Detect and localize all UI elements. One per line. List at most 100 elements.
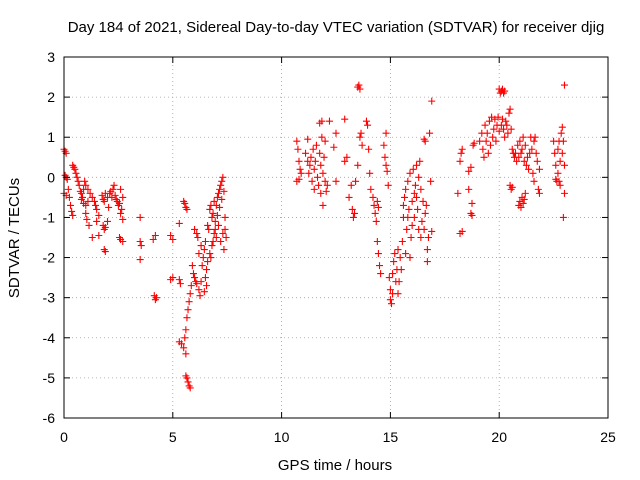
data-point [217, 238, 224, 245]
data-point [217, 182, 224, 189]
data-point [203, 282, 210, 289]
data-point [425, 234, 432, 241]
data-point [200, 254, 207, 261]
data-point [75, 178, 82, 185]
data-point [205, 226, 212, 233]
data-point [389, 270, 396, 277]
data-point [420, 198, 427, 205]
data-point [505, 110, 512, 117]
data-point [187, 290, 194, 297]
data-point [417, 234, 424, 241]
data-point [554, 170, 561, 177]
y-tick-label: 2 [47, 89, 55, 105]
data-point [373, 218, 380, 225]
data-points [61, 82, 568, 392]
data-point [374, 198, 381, 205]
data-point [176, 220, 183, 227]
data-point [117, 210, 124, 217]
data-point [333, 130, 340, 137]
data-point [204, 222, 211, 229]
data-point [356, 134, 363, 141]
data-point [359, 142, 366, 149]
data-point [405, 206, 412, 213]
data-point [86, 222, 93, 229]
data-point [298, 170, 305, 177]
data-point [363, 118, 370, 125]
data-point [348, 182, 355, 189]
data-point [422, 210, 429, 217]
data-point [93, 218, 100, 225]
data-point [83, 216, 90, 223]
data-point [507, 106, 514, 113]
data-point [82, 210, 89, 217]
data-point [294, 146, 301, 153]
data-point [199, 262, 206, 269]
data-point [367, 186, 374, 193]
data-point [326, 118, 333, 125]
data-point [375, 250, 382, 257]
data-point [93, 206, 100, 213]
data-point [189, 262, 196, 269]
data-point [137, 256, 144, 263]
data-point [365, 146, 372, 153]
data-point [302, 150, 309, 157]
data-point [72, 170, 79, 177]
data-point [428, 228, 435, 235]
data-point [520, 134, 527, 141]
data-point [358, 130, 365, 137]
data-point [220, 246, 227, 253]
data-point [387, 296, 394, 303]
data-point [104, 218, 111, 225]
data-point [105, 204, 112, 211]
grid [64, 57, 608, 418]
data-point [557, 158, 564, 165]
data-point [536, 190, 543, 197]
data-point [215, 222, 222, 229]
y-tick-label: 3 [47, 49, 55, 65]
data-point [206, 206, 213, 213]
data-point [380, 142, 387, 149]
data-point [333, 178, 340, 185]
data-point [424, 246, 431, 253]
data-point [208, 242, 215, 249]
data-point [396, 278, 403, 285]
data-point [95, 232, 102, 239]
data-point [561, 162, 568, 169]
data-point [411, 214, 418, 221]
data-point [424, 258, 431, 265]
data-point [410, 166, 417, 173]
data-point [201, 246, 208, 253]
chart-title: Day 184 of 2021, Sidereal Day-to-day VTE… [68, 19, 605, 36]
data-point [317, 162, 324, 169]
data-point [398, 266, 405, 273]
data-point [480, 154, 487, 161]
data-point [372, 210, 379, 217]
data-point [413, 162, 420, 169]
data-point [428, 98, 435, 105]
data-point [489, 134, 496, 141]
data-point [67, 202, 74, 209]
y-tick-label: -2 [43, 250, 56, 266]
plot-frame [64, 57, 608, 418]
x-tick-label: 20 [491, 429, 507, 445]
data-point [297, 166, 304, 173]
x-axis-label: GPS time / hours [278, 457, 392, 474]
data-point [381, 154, 388, 161]
data-point [311, 186, 318, 193]
data-point [119, 194, 126, 201]
data-point [423, 202, 430, 209]
data-point [69, 212, 76, 219]
data-point [222, 214, 229, 221]
data-point [182, 350, 189, 357]
data-point [364, 122, 371, 129]
data-point [212, 226, 219, 233]
data-point [395, 246, 402, 253]
sdtvar-chart: 0 5 10 15 20 25-6-5-4-3-2-10123 Day 184 of 20… [0, 0, 640, 480]
data-point [185, 306, 192, 313]
data-point [531, 138, 538, 145]
data-point [137, 238, 144, 245]
data-point [218, 178, 225, 185]
data-point [412, 182, 419, 189]
data-point [304, 136, 311, 143]
data-point [454, 190, 461, 197]
